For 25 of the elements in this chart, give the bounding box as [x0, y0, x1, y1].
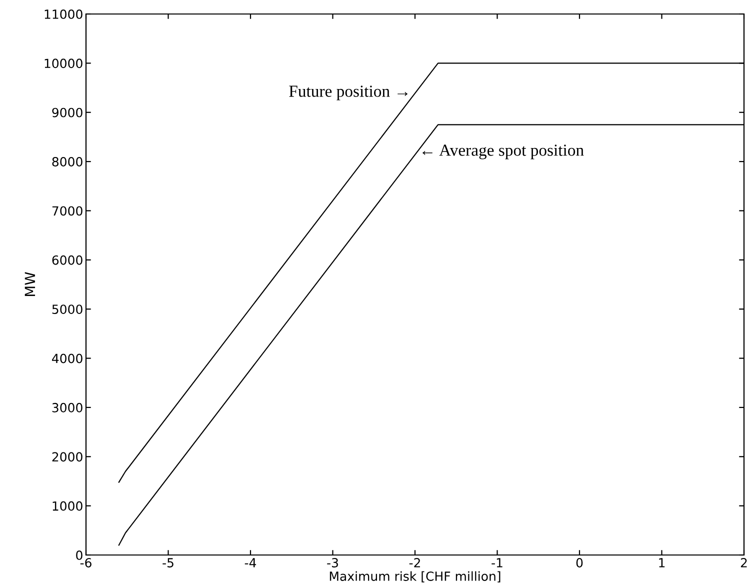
y-tick-label: 4000 [52, 354, 82, 364]
annotation: ← Average spot position [422, 144, 584, 160]
x-tick-label: 1 [659, 558, 665, 568]
x-tick-label: -4 [244, 558, 256, 568]
y-tick-label: 11000 [44, 9, 82, 19]
y-tick-label: 5000 [52, 304, 82, 314]
y-tick-label: 0 [76, 550, 82, 560]
x-axis-title: Maximum risk [CHF million] [330, 571, 500, 582]
x-tick-label: 2 [740, 558, 747, 568]
x-tick-label: -3 [327, 558, 338, 568]
y-tick-label: 3000 [52, 402, 82, 412]
y-axis-title: MW [24, 272, 36, 296]
y-tick-label: 2000 [52, 452, 82, 462]
y-tick-label: 7000 [52, 206, 82, 216]
y-tick-label: 10000 [44, 58, 82, 68]
x-tick-label: -2 [409, 558, 420, 568]
x-tick-label: 0 [576, 558, 583, 568]
x-tick-label: -5 [162, 558, 174, 568]
y-tick-label: 1000 [52, 501, 82, 511]
x-tick-label: -1 [492, 558, 502, 568]
y-tick-label: 6000 [52, 255, 82, 265]
y-tick-label: 9000 [52, 108, 82, 118]
annotation: Future position → [289, 86, 408, 100]
y-tick-label: 8000 [52, 157, 82, 166]
x-tick-label: -6 [80, 558, 92, 568]
